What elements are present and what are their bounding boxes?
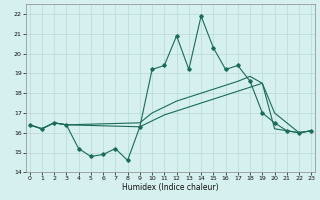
X-axis label: Humidex (Indice chaleur): Humidex (Indice chaleur): [122, 183, 219, 192]
